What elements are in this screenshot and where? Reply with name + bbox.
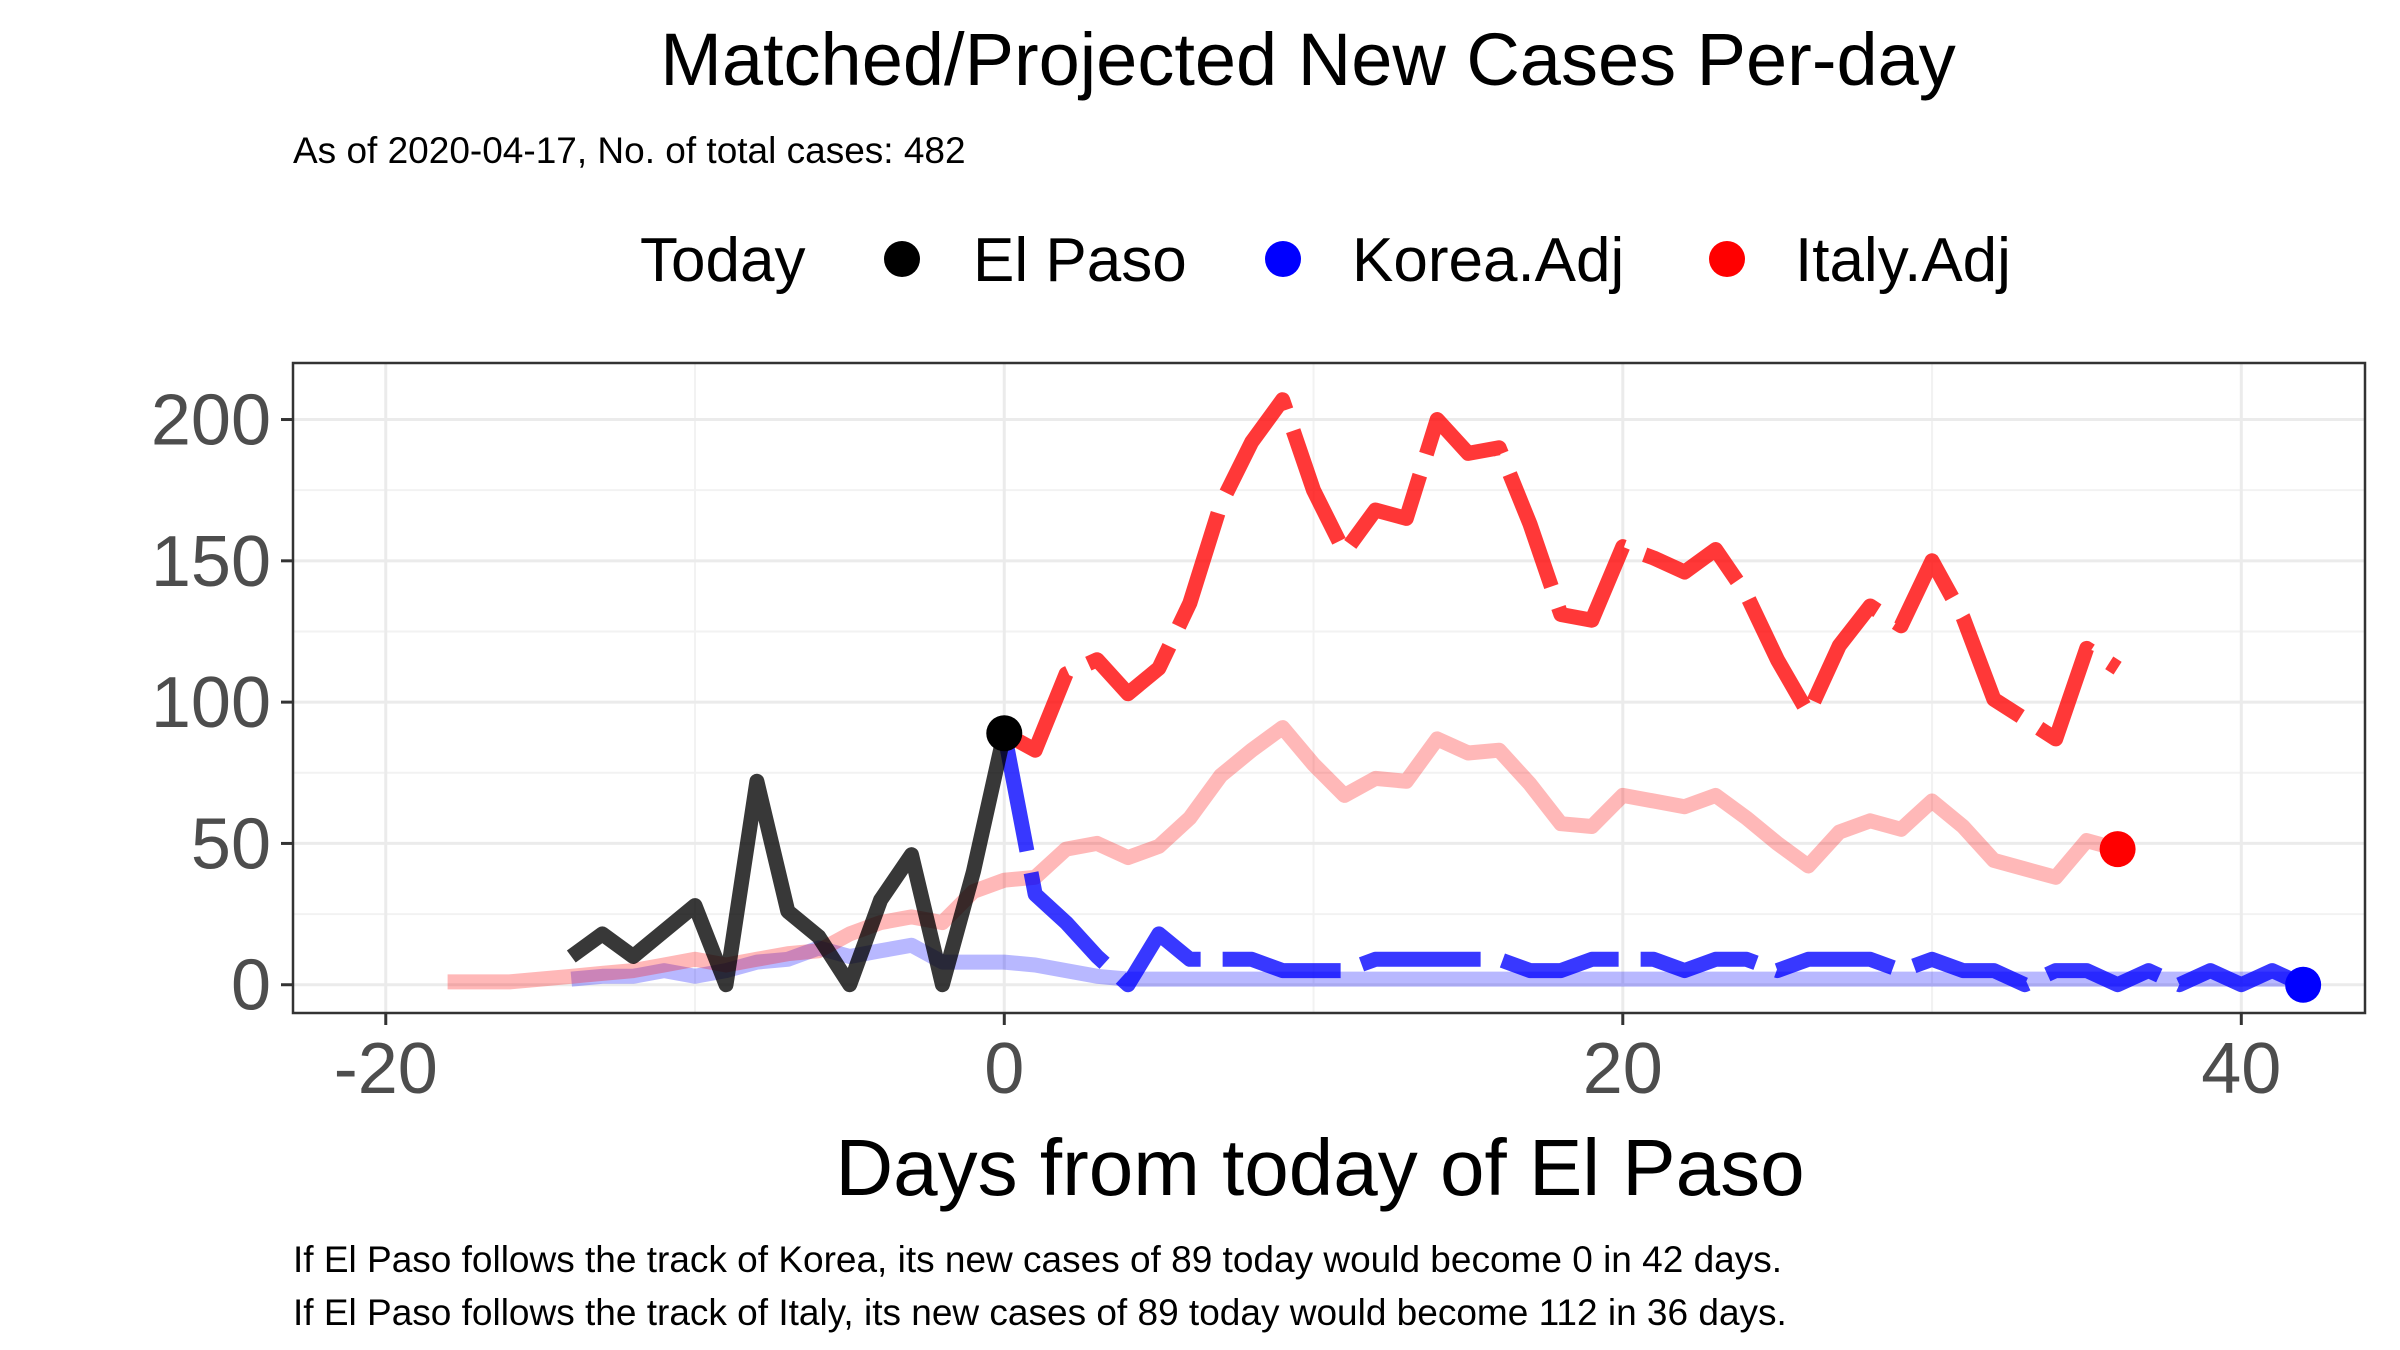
marker-point-italy-adj [2099,831,2136,868]
y-tick-label: 50 [191,804,271,884]
y-tick-label: 150 [151,522,271,602]
series-line-italy-adj-projected [1000,392,2122,758]
chart-subtitle: As of 2020-04-17, No. of total cases: 48… [293,130,966,171]
plot-area: 0 50 100 150 200 -20 0 20 40 [151,361,2367,1109]
legend-key-el-paso [884,241,920,277]
marker-point-korea-adj [2285,966,2322,1003]
series-line-korea-adj-projected [996,731,2307,993]
legend-key-italy-adj [1709,241,1745,277]
legend: Today El Paso Korea.Adj Italy.Adj [640,226,2011,295]
x-tick-label: 20 [1583,1029,1663,1109]
legend-title: Today [640,226,805,295]
y-tick-label: 0 [231,946,271,1026]
series-line-el-paso-observed [566,731,1012,993]
plot-border [291,361,2367,1015]
legend-key-korea-adj [1265,241,1301,277]
marker-point-el-paso [986,715,1023,752]
legend-label-korea-adj: Korea.Adj [1352,226,1624,295]
legend-label-italy-adj: Italy.Adj [1795,226,2011,295]
plot-background [293,363,2365,1013]
caption-korea: If El Paso follows the track of Korea, i… [293,1239,1782,1280]
y-tick-label: 100 [151,663,271,743]
caption-italy: If El Paso follows the track of Italy, i… [293,1292,1787,1333]
x-tick-label: -20 [334,1029,438,1109]
chart-title: Matched/Projected New Cases Per-day [660,18,1956,101]
x-axis-title: Days from today of El Paso [835,1123,1804,1212]
x-tick-label: 40 [2201,1029,2281,1109]
x-tick-label: 0 [984,1029,1024,1109]
y-tick-label: 200 [151,381,271,461]
legend-label-el-paso: El Paso [973,226,1187,295]
